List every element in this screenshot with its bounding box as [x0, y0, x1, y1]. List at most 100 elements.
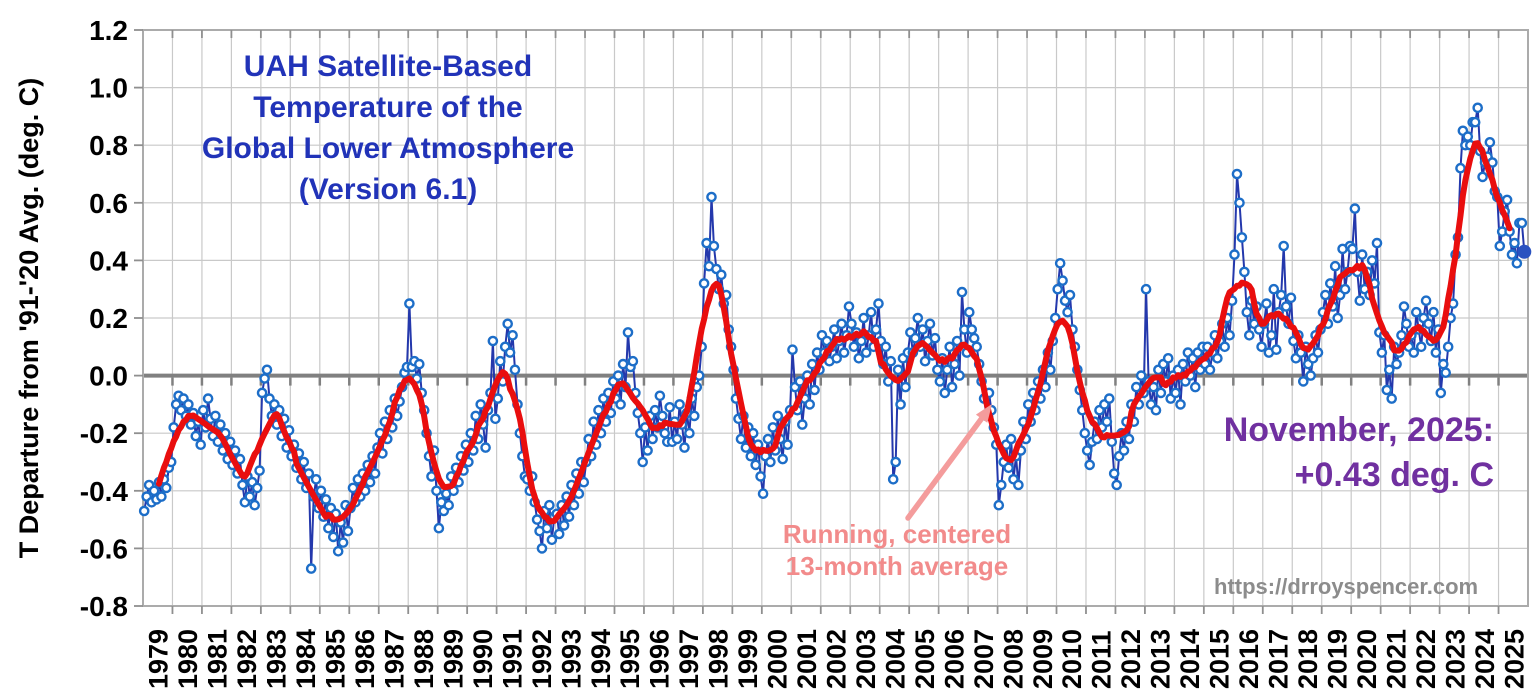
data-point: [1420, 295, 1432, 307]
data-point: [1494, 240, 1506, 252]
data-point: [1219, 341, 1230, 353]
data-point: [1005, 433, 1017, 445]
data-point: [1391, 358, 1402, 370]
running-average-label-line-2: 13-month average: [785, 551, 1009, 581]
svg-text:1995: 1995: [615, 629, 645, 689]
data-point: [1285, 292, 1297, 304]
svg-text:2015: 2015: [1205, 629, 1235, 689]
svg-text:2024: 2024: [1470, 629, 1500, 689]
data-point: [1329, 260, 1341, 272]
data-point: [860, 347, 872, 358]
svg-text:2025: 2025: [1499, 629, 1529, 689]
data-point: [1516, 217, 1528, 229]
data-point: [1484, 136, 1496, 148]
data-point: [735, 433, 747, 445]
data-point: [1131, 381, 1142, 393]
svg-text:2012: 2012: [1116, 629, 1146, 689]
data-point: [470, 410, 482, 422]
data-point: [1430, 347, 1442, 358]
svg-text:1989: 1989: [438, 629, 468, 689]
data-point: [757, 488, 769, 500]
data-point: [966, 324, 978, 335]
chart-title-line-3: Global Lower Atmosphere: [201, 132, 575, 165]
data-point: [490, 413, 501, 425]
data-point: [195, 439, 206, 451]
data-point: [765, 456, 776, 468]
data-point: [674, 399, 685, 410]
data-point: [259, 373, 270, 384]
data-point: [431, 485, 442, 497]
data-point: [1312, 347, 1324, 358]
svg-text:2016: 2016: [1234, 629, 1264, 689]
data-point: [622, 327, 634, 338]
data-point: [320, 494, 332, 505]
data-point: [838, 347, 850, 358]
data-point: [310, 473, 322, 485]
data-point: [1155, 387, 1167, 399]
data-point: [716, 269, 727, 281]
axis-ticks: [134, 29, 1500, 614]
data-point: [1052, 283, 1063, 295]
data-point: [1275, 289, 1287, 301]
data-point: [1177, 358, 1189, 370]
data-point: [917, 324, 929, 335]
data-point: [654, 390, 666, 402]
data-point: [684, 427, 695, 439]
data-point: [433, 522, 445, 534]
svg-text:-0.4: -0.4: [80, 476, 129, 507]
svg-text:2004: 2004: [880, 629, 910, 689]
data-point: [797, 419, 808, 430]
data-point: [1081, 445, 1093, 456]
data-point: [1241, 306, 1253, 318]
data-point: [1212, 352, 1223, 364]
svg-text:1999: 1999: [733, 629, 763, 689]
data-point: [1003, 462, 1014, 474]
data-point: [202, 393, 214, 404]
data-point: [507, 329, 518, 341]
data-point: [1376, 347, 1388, 358]
data-point: [858, 312, 870, 324]
data-point: [1104, 393, 1115, 404]
data-point: [487, 335, 499, 347]
data-point: [1325, 278, 1336, 289]
data-point: [767, 422, 779, 433]
svg-text:1984: 1984: [291, 629, 321, 689]
data-point: [1472, 102, 1483, 114]
svg-text:2007: 2007: [969, 629, 999, 689]
data-point: [637, 456, 649, 468]
chart-title: UAH Satellite-Based Temperature of the G…: [168, 46, 608, 210]
svg-text:1992: 1992: [527, 629, 557, 689]
svg-text:2019: 2019: [1322, 629, 1352, 689]
data-point: [298, 456, 310, 468]
data-point: [1339, 283, 1351, 295]
data-point: [1062, 306, 1073, 318]
running-average-label-line-1: Running, centered: [782, 519, 1012, 549]
data-point: [1108, 468, 1120, 479]
svg-text:1982: 1982: [232, 629, 262, 689]
svg-text:1988: 1988: [409, 629, 439, 689]
svg-text:2005: 2005: [910, 629, 940, 689]
svg-text:1994: 1994: [586, 629, 616, 689]
latest-value-month: November, 2025:: [1223, 411, 1494, 449]
annotation-arrow: [905, 404, 992, 521]
data-point: [853, 352, 865, 364]
svg-text:1987: 1987: [379, 629, 409, 689]
data-point: [1057, 275, 1068, 286]
svg-text:-0.6: -0.6: [80, 533, 128, 564]
svg-text:0.6: 0.6: [89, 188, 128, 219]
data-point: [1401, 318, 1412, 330]
data-point: [1332, 312, 1343, 324]
data-point: [890, 456, 902, 468]
data-point: [1381, 384, 1393, 396]
latest-value-annotation: November, 2025: +0.43 deg. C: [1224, 408, 1494, 498]
data-point: [251, 482, 263, 494]
data-point: [160, 482, 172, 494]
data-point: [885, 355, 897, 367]
data-point: [1106, 436, 1118, 448]
svg-text:1.2: 1.2: [89, 15, 128, 46]
data-point: [1509, 237, 1520, 249]
data-point: [1234, 197, 1245, 209]
data-point: [1371, 237, 1383, 249]
svg-text:2001: 2001: [792, 629, 822, 689]
